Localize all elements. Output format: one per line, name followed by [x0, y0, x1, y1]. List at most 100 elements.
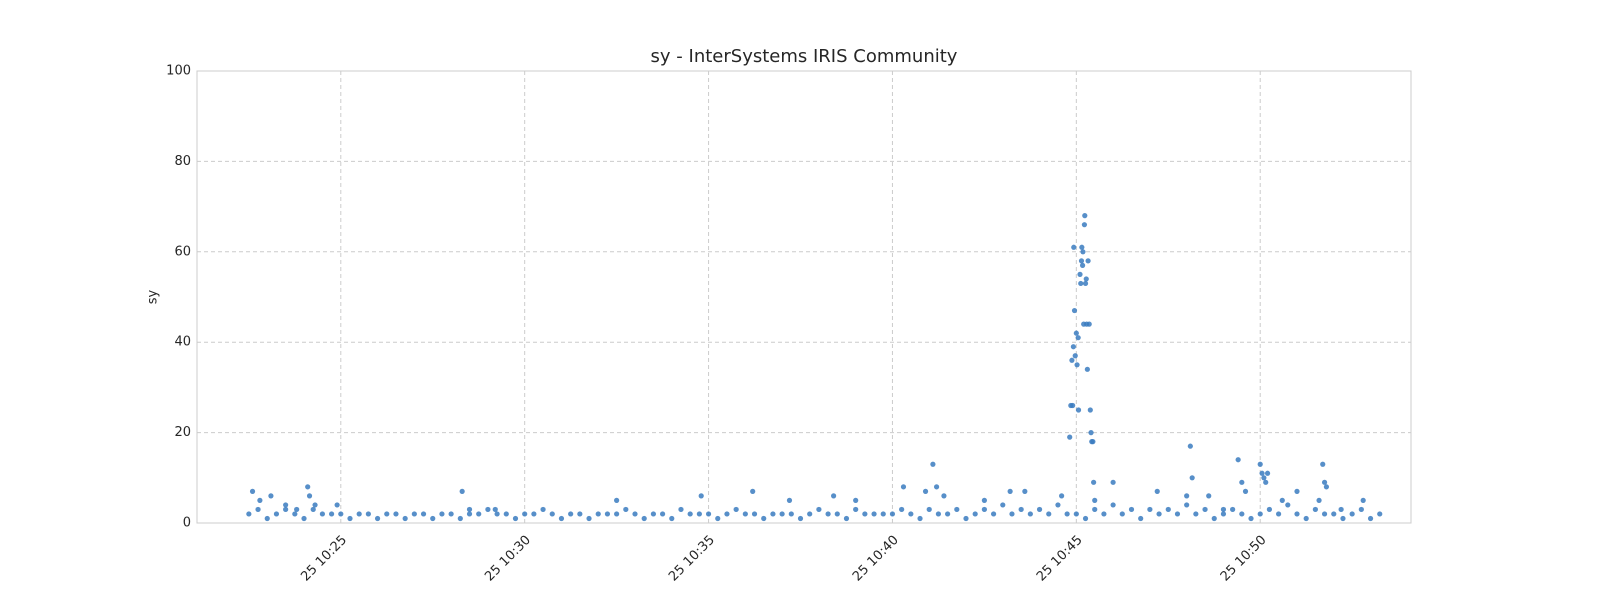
point: [797, 515, 804, 522]
point: [922, 488, 929, 494]
point: [1338, 506, 1344, 513]
point: [503, 511, 509, 517]
point: [329, 511, 335, 517]
point: [384, 511, 390, 517]
point: [1248, 515, 1254, 522]
point: [595, 511, 601, 517]
point: [1174, 511, 1181, 517]
point: [1184, 493, 1190, 499]
point: [853, 497, 859, 503]
point: [494, 511, 500, 517]
point: [1312, 506, 1318, 513]
point: [492, 506, 498, 513]
point: [1086, 321, 1092, 327]
point: [1083, 276, 1089, 282]
point: [1079, 262, 1086, 268]
point: [1018, 506, 1024, 513]
point: [255, 506, 261, 513]
point: [1165, 506, 1171, 513]
point: [356, 511, 362, 517]
point: [1147, 506, 1153, 513]
point: [319, 511, 326, 517]
point: [972, 511, 978, 517]
point: [1220, 511, 1227, 517]
point: [1092, 506, 1098, 513]
point: [1000, 502, 1006, 508]
point: [779, 511, 785, 517]
x-tick-label: 25 10:45: [1034, 533, 1086, 585]
point: [257, 497, 263, 503]
point: [338, 511, 344, 517]
point: [1235, 457, 1241, 463]
point: [1257, 461, 1263, 467]
point: [531, 511, 537, 517]
y-tick-label: 40: [174, 335, 191, 350]
point: [246, 511, 252, 517]
point: [292, 511, 298, 517]
point: [586, 515, 592, 522]
point: [294, 506, 300, 513]
point: [1080, 249, 1086, 255]
x-tick-label: 25 10:25: [298, 533, 350, 585]
point: [411, 511, 417, 517]
point: [1119, 511, 1125, 517]
point: [1206, 493, 1212, 499]
point: [1087, 407, 1093, 413]
point: [1078, 258, 1085, 264]
point: [604, 511, 611, 517]
point: [786, 497, 793, 503]
point: [1071, 244, 1077, 250]
point: [733, 506, 739, 513]
point: [1230, 506, 1236, 513]
point: [402, 515, 408, 522]
point: [926, 506, 932, 513]
y-tick-label: 0: [183, 516, 191, 531]
point: [853, 506, 859, 513]
point: [1110, 479, 1116, 485]
point: [788, 511, 794, 517]
point: [1073, 511, 1079, 517]
point: [1064, 511, 1070, 517]
point: [1067, 434, 1073, 440]
point: [941, 493, 947, 499]
point: [1082, 280, 1089, 287]
point: [623, 506, 629, 513]
point: [899, 506, 905, 513]
point: [1059, 493, 1065, 499]
point: [568, 511, 574, 517]
point: [880, 511, 886, 517]
point: [1189, 475, 1195, 481]
point: [641, 515, 647, 522]
point: [1239, 479, 1245, 485]
x-tick-label: 25 10:50: [1218, 533, 1270, 585]
point: [632, 511, 638, 517]
point: [889, 511, 896, 517]
point: [1266, 506, 1273, 513]
point: [698, 493, 704, 499]
point: [312, 502, 318, 508]
point: [466, 511, 473, 517]
x-tick-label: 25 10:40: [850, 533, 902, 585]
point: [831, 493, 837, 499]
point: [1055, 502, 1061, 508]
point: [512, 515, 519, 522]
point: [1259, 470, 1265, 476]
point: [825, 511, 831, 517]
point: [1009, 511, 1015, 517]
point: [1367, 515, 1374, 522]
point: [1070, 402, 1076, 409]
point: [1075, 335, 1081, 341]
point: [816, 506, 822, 513]
point: [577, 511, 583, 517]
point: [1091, 479, 1097, 485]
y-tick-label: 100: [166, 64, 191, 79]
point: [305, 484, 311, 490]
point: [724, 511, 730, 517]
x-tick-label: 25 10:30: [482, 533, 534, 585]
point: [1085, 258, 1091, 264]
y-tick-label: 60: [174, 244, 191, 259]
point: [751, 511, 758, 517]
point: [981, 506, 987, 513]
point: [614, 511, 620, 517]
